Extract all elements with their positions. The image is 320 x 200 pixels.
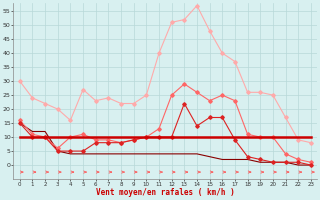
X-axis label: Vent moyen/en rafales ( km/h ): Vent moyen/en rafales ( km/h ) xyxy=(96,188,235,197)
